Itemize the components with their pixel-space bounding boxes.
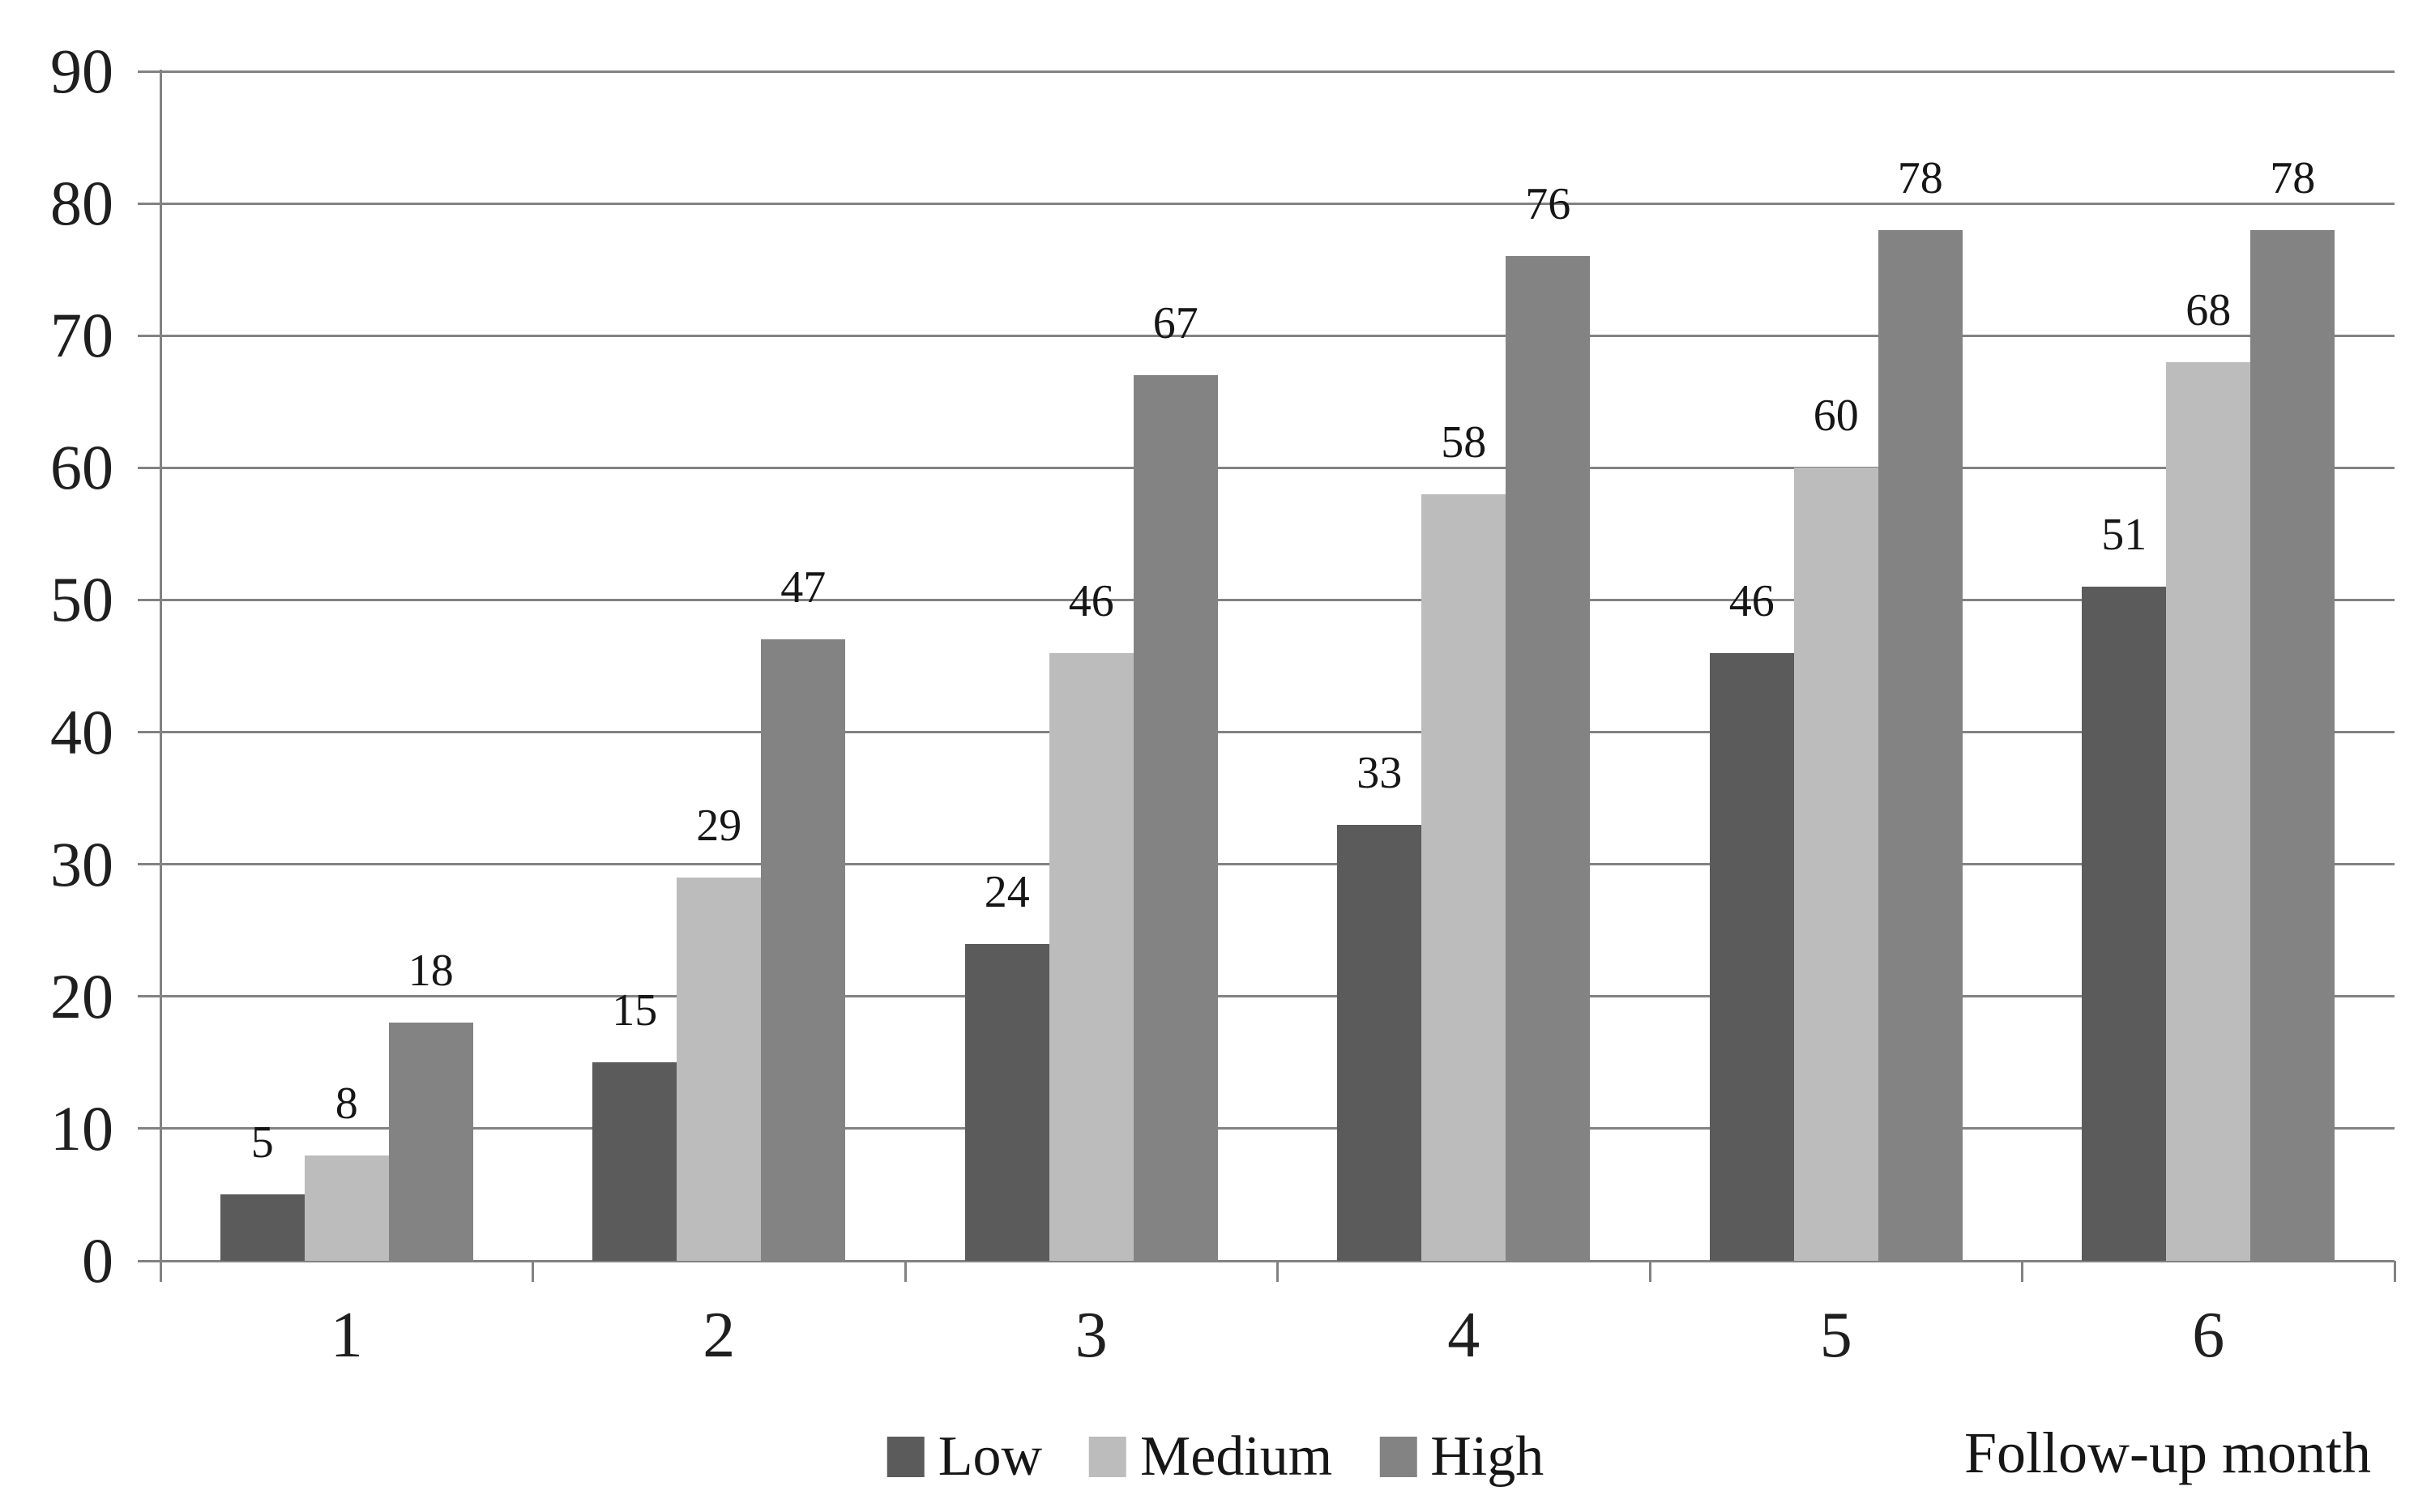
x-tick-mark	[904, 1261, 907, 1282]
x-tick-mark	[2393, 1261, 2396, 1282]
bar-high	[2250, 229, 2335, 1261]
bar-value-label: 60	[1813, 391, 1859, 442]
bar-low	[2082, 587, 2167, 1261]
bar-value-label: 15	[612, 985, 658, 1036]
x-tick-mark	[532, 1261, 534, 1282]
gridline	[160, 70, 2395, 73]
bar-value-label: 29	[696, 800, 742, 851]
y-tick-mark	[138, 1127, 160, 1130]
bar-value-label: 46	[1068, 575, 1114, 626]
bar-value-label: 78	[2270, 152, 2316, 203]
legend-item-high: High	[1379, 1428, 1544, 1486]
bar-medium	[677, 877, 762, 1261]
bar-value-label: 68	[2185, 284, 2232, 335]
bar-value-label: 5	[250, 1117, 274, 1168]
bar-high	[1506, 256, 1591, 1261]
bar-low	[1337, 824, 1422, 1261]
gridline	[160, 731, 2395, 734]
x-category-label: 3	[1075, 1300, 1108, 1371]
legend-label: High	[1430, 1425, 1544, 1488]
legend-swatch-high	[1379, 1437, 1417, 1477]
y-tick-label: 90	[50, 36, 113, 106]
y-tick-label: 70	[50, 300, 113, 371]
bar-value-label: 8	[335, 1078, 358, 1129]
bar-value-label: 51	[2101, 510, 2147, 561]
legend-item-low: Low	[887, 1428, 1042, 1486]
bar-high	[1133, 375, 1218, 1261]
gridline	[160, 202, 2395, 205]
x-category-label: 6	[2192, 1300, 2225, 1371]
x-category-label: 5	[1819, 1300, 1852, 1371]
bar-low	[964, 943, 1049, 1261]
legend-swatch-medium	[1089, 1437, 1127, 1477]
y-tick-label: 60	[50, 432, 113, 503]
bar-medium	[304, 1155, 389, 1261]
gridline	[160, 863, 2395, 866]
y-tick-mark	[138, 334, 160, 337]
gridline	[160, 598, 2395, 601]
legend-label: Low	[938, 1425, 1043, 1488]
bar-value-label: 33	[1356, 747, 1403, 798]
bar-medium	[1049, 652, 1134, 1261]
legend-item-medium: Medium	[1089, 1428, 1332, 1486]
y-tick-label: 20	[50, 960, 113, 1031]
bar-low	[1709, 652, 1794, 1261]
bar-high	[1878, 229, 1963, 1261]
y-tick-label: 80	[50, 168, 113, 239]
y-tick-mark	[138, 863, 160, 866]
y-tick-label: 40	[50, 696, 113, 767]
gridline	[160, 466, 2395, 469]
bar-low	[592, 1062, 677, 1261]
bar-medium	[2166, 361, 2251, 1261]
x-category-label: 1	[330, 1300, 363, 1371]
y-tick-mark	[138, 598, 160, 601]
bar-value-label: 67	[1152, 298, 1198, 349]
y-tick-mark	[138, 202, 160, 205]
y-axis-line	[159, 70, 162, 1282]
gridline	[160, 1127, 2395, 1130]
y-tick-mark	[138, 1259, 160, 1262]
x-category-label: 2	[703, 1300, 736, 1371]
y-tick-mark	[138, 70, 160, 73]
bar-value-label: 78	[1897, 152, 1943, 203]
bar-value-label: 58	[1441, 416, 1487, 468]
bar-value-label: 47	[780, 562, 827, 613]
y-tick-mark	[138, 995, 160, 998]
legend: Low Medium High	[887, 1428, 1544, 1486]
bar-medium	[1793, 468, 1878, 1261]
legend-swatch-low	[887, 1437, 925, 1477]
bar-value-label: 18	[408, 946, 454, 997]
x-tick-mark	[1648, 1261, 1651, 1282]
bar-value-label: 76	[1525, 179, 1571, 230]
y-tick-label: 10	[50, 1092, 113, 1164]
x-tick-mark	[2021, 1261, 2023, 1282]
x-tick-mark	[159, 1261, 162, 1282]
y-tick-label: 50	[50, 564, 113, 635]
bar-high	[761, 639, 846, 1261]
gridline	[160, 334, 2395, 337]
y-tick-label: 0	[82, 1225, 113, 1296]
x-category-label: 4	[1447, 1300, 1480, 1371]
x-axis-title: Follow-up month	[1963, 1420, 2371, 1485]
bar-value-label: 46	[1728, 575, 1775, 626]
x-tick-mark	[1276, 1261, 1279, 1282]
bar-high	[388, 1023, 473, 1261]
y-tick-mark	[138, 466, 160, 469]
legend-label: Medium	[1140, 1425, 1333, 1488]
gridline	[160, 995, 2395, 998]
bar-value-label: 24	[984, 866, 1030, 917]
bar-medium	[1421, 493, 1506, 1261]
y-tick-label: 30	[50, 828, 113, 899]
y-tick-mark	[138, 731, 160, 734]
bar-low	[220, 1194, 305, 1261]
